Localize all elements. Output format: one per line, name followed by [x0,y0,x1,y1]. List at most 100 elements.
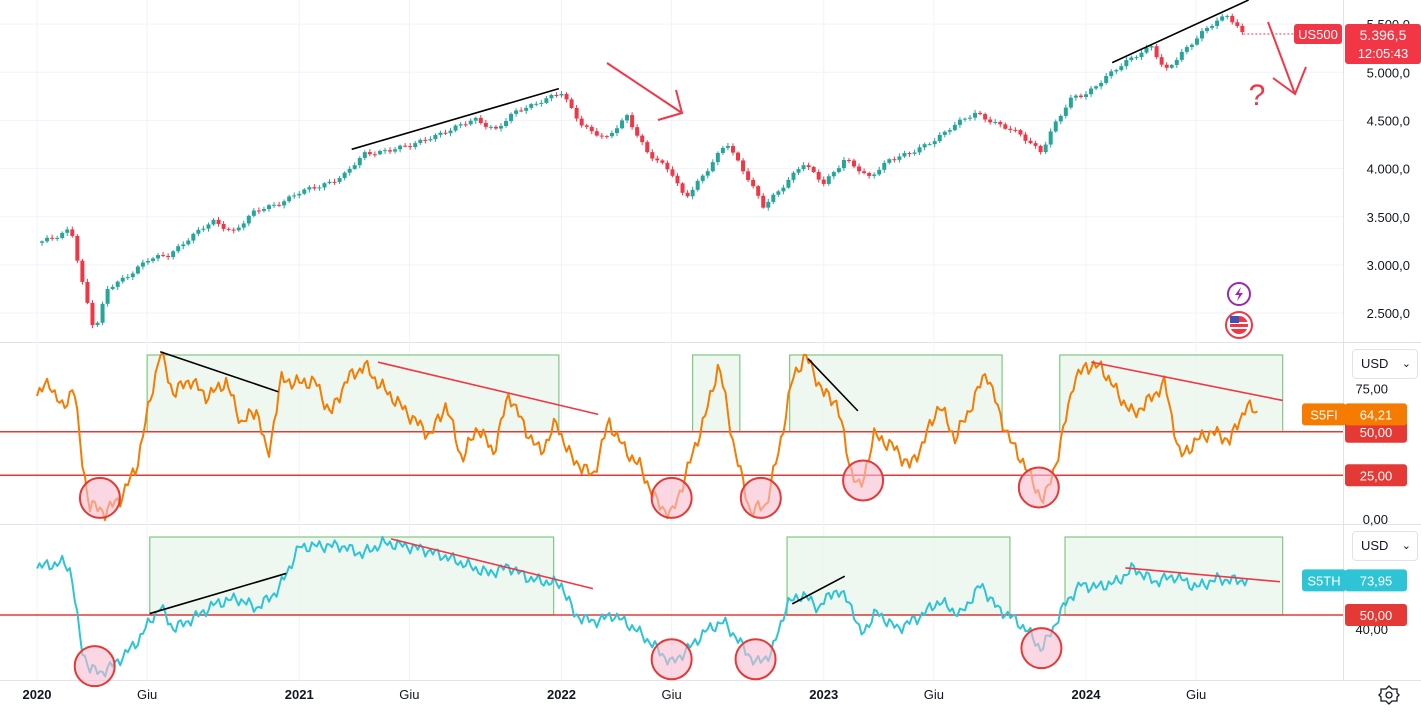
candle-body [40,241,45,243]
candle-body [60,232,65,238]
candle-body [519,110,524,112]
candle-body [962,118,967,120]
candle-body [307,187,312,190]
circle-annotation [1017,466,1060,509]
candle-body [736,152,741,161]
candle-body [1089,88,1094,95]
candle-body [423,139,428,141]
candle-body [927,144,932,146]
candle-body [756,186,761,196]
candle-body [352,165,357,169]
candle-body [201,228,206,230]
candle-body [786,179,791,188]
candle-body [261,209,266,211]
candle-body [458,124,463,126]
candle-body [1184,47,1189,52]
circle-annotation [1020,627,1063,670]
candle-body [569,99,574,108]
candle-body [584,125,589,127]
x-tick-label: Giu [137,687,157,702]
currency-select[interactable]: USD ⌄ [1352,349,1418,379]
currency-select[interactable]: USD ⌄ [1352,531,1418,561]
candle-body [862,171,867,174]
candle-body [312,187,317,189]
candle-body [266,205,271,210]
circle-annotation [650,476,693,519]
candle-body [912,152,917,154]
countdown-label: 12:05:43 [1358,46,1409,61]
currency-label: USD [1361,538,1389,553]
y-tick-label: 3.500,0 [1367,210,1410,225]
candle-body [80,260,85,282]
time-axis[interactable]: 2020 Giu 2021 Giu 2022 Giu 2023 Giu 2024 Giu [23,687,1207,702]
candle-body [877,169,882,175]
candle-body [1114,70,1119,72]
candle-body [337,178,342,182]
trendlines [149,0,1283,615]
candle-body [45,237,50,242]
candle-body [831,172,836,177]
candle-body [973,112,978,118]
candle-body [614,128,619,133]
lightning-icon[interactable] [1227,282,1251,306]
candle-body [720,147,725,153]
circle-annotations [73,459,1063,688]
candle-body [609,132,614,137]
gear-icon[interactable] [1378,684,1400,706]
series-value-label: 64,21 [1360,407,1393,422]
x-tick-label: Giu [662,687,682,702]
candle-body [816,171,821,180]
trendline [807,358,859,412]
candle-body [514,110,519,114]
candle-body [181,244,186,247]
trendline [1111,0,1249,64]
candle-body [599,135,604,137]
candle-body [105,289,110,304]
candle-body [635,127,640,136]
candle-body [665,162,670,170]
trendline [1125,567,1281,583]
candle-body [988,119,993,123]
candle-body [1179,51,1184,60]
x-tick-label: 2022 [547,687,576,702]
candle-body [110,286,115,290]
candle-body [630,115,635,128]
us-flag-icon[interactable] [1225,311,1253,339]
circle-annotation [78,476,121,519]
y-tick-label: 4.500,0 [1367,113,1410,128]
candle-body [801,165,806,170]
candle-body [382,150,387,152]
s5fi-line [36,351,1258,522]
candle-body [1235,22,1240,26]
candle-body [302,189,307,194]
candle-body [221,223,226,229]
level-badge-label: 50,00 [1360,425,1393,440]
candle-body [796,169,801,173]
trendline [791,575,846,605]
candle-body [907,153,912,155]
candle-body [130,273,135,278]
currency-label: USD [1361,356,1389,371]
x-tick-label: 2023 [809,687,838,702]
trendline [1091,361,1283,402]
chevron-down-icon: ⌄ [1401,358,1411,370]
candle-body [766,201,771,208]
candle-body [70,229,75,236]
series-name-badge [1302,403,1346,426]
candle-body [428,139,433,141]
series-name-label: S5FI [1310,407,1337,422]
trendline [351,87,560,151]
candle-body [357,157,362,166]
candle-body [418,139,423,144]
candle-body [171,251,176,258]
candle-body [660,160,665,163]
candle-body [1078,95,1083,98]
candle-body [377,150,382,155]
candle-body [625,115,630,121]
candle-body [983,114,988,120]
candle-body [781,187,786,192]
candle-body [145,260,150,263]
candle-body [1018,130,1023,135]
